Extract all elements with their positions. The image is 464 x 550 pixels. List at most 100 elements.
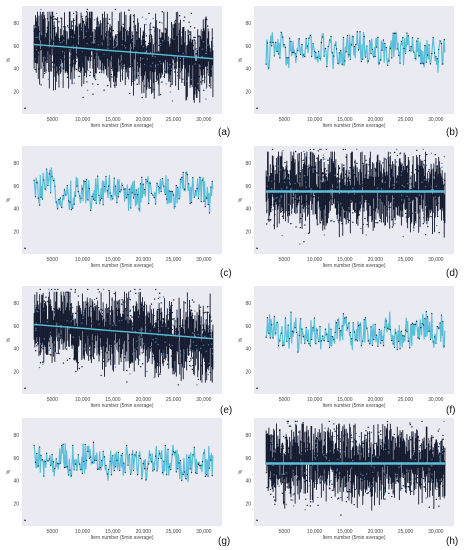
data-point <box>161 341 163 344</box>
data-point <box>407 172 409 174</box>
data-point <box>386 446 389 448</box>
data-point <box>151 352 153 354</box>
data-point <box>185 85 187 87</box>
data-point <box>351 458 353 461</box>
data-point <box>162 357 165 360</box>
data-point <box>69 64 71 66</box>
data-point <box>419 446 421 449</box>
data-point <box>188 360 191 363</box>
data-point <box>329 481 331 483</box>
data-point <box>149 33 152 36</box>
data-point <box>46 41 48 43</box>
x-tick-label: 10,000 <box>307 117 323 123</box>
data-point <box>142 305 145 308</box>
data-point <box>131 56 133 58</box>
data-point <box>135 292 137 295</box>
data-point <box>53 25 55 27</box>
data-point <box>169 63 171 66</box>
data-point <box>89 71 92 73</box>
data-point <box>305 186 307 189</box>
data-point <box>106 34 108 37</box>
data-point <box>206 319 208 321</box>
data-point <box>196 472 198 475</box>
data-point <box>323 340 325 342</box>
y-axis-label: % <box>238 57 244 62</box>
data-point <box>80 54 82 57</box>
data-point <box>129 322 132 324</box>
data-point <box>162 38 165 40</box>
data-point <box>199 306 202 308</box>
data-point <box>293 331 295 333</box>
data-point <box>101 344 103 346</box>
data-point <box>325 478 327 481</box>
data-point <box>60 328 63 330</box>
data-point <box>302 335 304 338</box>
data-point <box>383 456 386 458</box>
data-point <box>388 211 391 213</box>
x-tick-label: 30,000 <box>196 257 212 263</box>
data-point <box>108 290 110 292</box>
data-point <box>428 168 430 171</box>
data-point <box>98 45 101 47</box>
x-tick-label: 30,000 <box>428 529 444 535</box>
data-point <box>418 338 420 340</box>
data-point <box>330 496 333 499</box>
data-point <box>158 324 160 326</box>
data-point <box>371 344 374 346</box>
data-point <box>113 177 115 179</box>
data-point <box>399 62 401 64</box>
data-point <box>95 202 97 204</box>
data-point <box>384 42 386 45</box>
data-point <box>265 471 268 474</box>
data-point <box>365 473 368 475</box>
data-point <box>267 448 270 451</box>
data-point <box>74 195 77 197</box>
data-point <box>352 322 354 324</box>
data-point <box>367 170 370 173</box>
data-point <box>287 422 289 424</box>
data-point <box>149 22 152 24</box>
data-point <box>444 448 446 450</box>
data-point <box>170 60 172 63</box>
data-point <box>417 454 420 457</box>
data-point <box>92 318 94 320</box>
data-point <box>346 496 349 499</box>
data-point <box>439 479 441 481</box>
data-point <box>304 181 307 183</box>
data-point <box>73 358 75 360</box>
data-point <box>89 355 91 357</box>
data-point <box>409 422 411 424</box>
data-point <box>421 62 423 64</box>
data-point <box>91 195 93 198</box>
data-point <box>277 345 280 347</box>
data-point <box>42 314 44 317</box>
data-point <box>324 167 326 170</box>
data-point <box>442 63 444 65</box>
data-point <box>289 476 291 479</box>
data-point <box>396 48 398 50</box>
data-point <box>111 326 114 329</box>
data-point <box>83 348 85 350</box>
data-point <box>361 448 363 450</box>
data-point <box>329 346 331 349</box>
data-point <box>75 60 77 63</box>
data-point <box>440 451 442 453</box>
chart-panel-c: 20 40 60 80 5000 10,000 15,000 20,000 25,000 30,0… <box>4 142 236 278</box>
data-point <box>158 372 160 374</box>
data-point <box>294 182 296 185</box>
data-point <box>41 198 44 200</box>
data-point <box>182 78 184 80</box>
data-point <box>158 361 160 364</box>
data-point <box>88 37 90 39</box>
data-point <box>196 384 198 386</box>
data-point <box>384 158 387 160</box>
data-point <box>266 452 269 454</box>
data-point <box>79 35 82 37</box>
data-point <box>363 476 365 478</box>
data-point <box>413 229 415 232</box>
data-point <box>130 314 132 317</box>
data-point <box>209 76 212 79</box>
data-point <box>120 317 123 319</box>
data-point <box>135 189 137 191</box>
